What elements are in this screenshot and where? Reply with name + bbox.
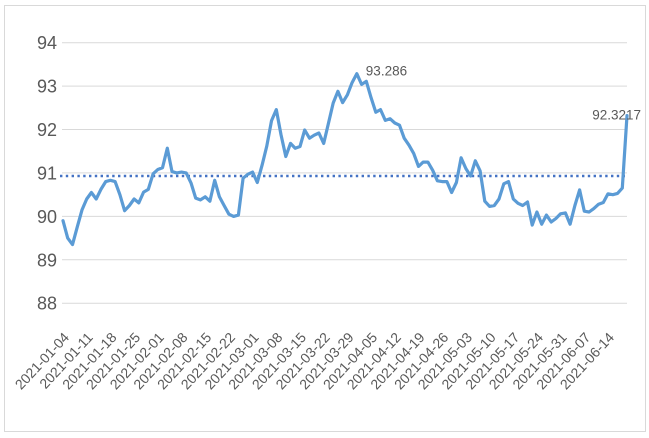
y-axis-tick-label: 92 — [37, 120, 57, 140]
y-axis-tick-label: 93 — [37, 77, 57, 97]
last-value-label: 92.3217 — [592, 108, 641, 123]
y-axis-tick-label: 89 — [37, 250, 57, 270]
data-series-line — [61, 72, 629, 247]
y-axis-tick-label: 94 — [37, 33, 57, 53]
y-axis-tick-label: 90 — [37, 207, 57, 227]
y-axis-tick-label: 91 — [37, 163, 57, 183]
peak-value-label: 93.286 — [366, 64, 407, 79]
y-axis-tick-label: 88 — [37, 294, 57, 314]
